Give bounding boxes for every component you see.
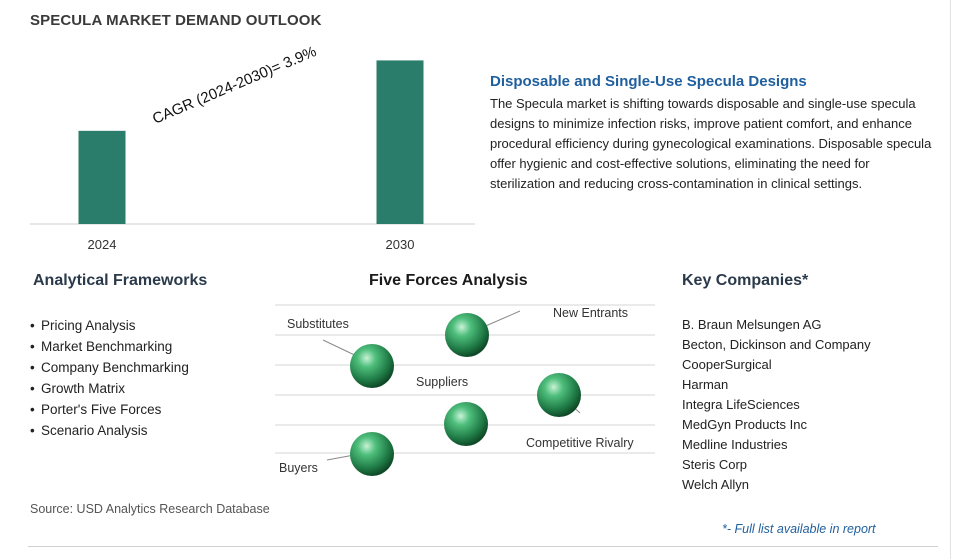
framework-item: Growth Matrix <box>30 378 189 399</box>
force-label-suppliers: Suppliers <box>416 375 468 389</box>
company-item: MedGyn Products Inc <box>682 417 807 432</box>
force-label-new-entrants: New Entrants <box>553 306 628 320</box>
company-item: Harman <box>682 377 729 392</box>
framework-item: Market Benchmarking <box>30 336 189 357</box>
five-forces-diagram: New Entrants Substitutes Suppliers Compe… <box>275 304 655 476</box>
company-item: Becton, Dickinson and Company <box>682 337 871 352</box>
force-sphere-buyers <box>350 432 394 476</box>
company-item: Integra LifeSciences <box>682 397 800 412</box>
source-note: Source: USD Analytics Research Database <box>30 502 270 516</box>
force-sphere-competitive-rivalry <box>537 373 581 417</box>
x-tick-label-2024: 2024 <box>88 237 117 252</box>
highlight-text: The Specula market is shifting towards d… <box>490 96 932 191</box>
companies-title: Key Companies* <box>682 272 809 289</box>
framework-item: Company Benchmarking <box>30 357 189 378</box>
bar-2024 <box>78 130 126 224</box>
frameworks-list: Pricing Analysis Market Benchmarking Com… <box>30 315 189 441</box>
force-sphere-new-entrants <box>445 313 489 357</box>
divider <box>950 0 951 559</box>
five-forces-title: Five Forces Analysis <box>369 272 528 289</box>
company-item: Welch Allyn <box>682 477 749 492</box>
framework-item: Pricing Analysis <box>30 315 189 336</box>
page-title: SPECULA MARKET DEMAND OUTLOOK <box>30 12 322 29</box>
force-label-buyers: Buyers <box>279 461 318 475</box>
framework-item: Scenario Analysis <box>30 420 189 441</box>
company-item: B. Braun Melsungen AG <box>682 317 822 332</box>
force-sphere-substitutes <box>350 344 394 388</box>
footnote: *- Full list available in report <box>722 522 876 536</box>
framework-item: Porter's Five Forces <box>30 399 189 420</box>
x-tick-label-2030: 2030 <box>386 237 415 252</box>
companies-list: B. Braun Melsungen AG Becton, Dickinson … <box>682 315 871 495</box>
bar-chart: 2024 2030 <box>30 60 475 252</box>
force-label-substitutes: Substitutes <box>287 317 349 331</box>
highlight-title: Disposable and Single-Use Specula Design… <box>490 73 807 90</box>
company-item: Steris Corp <box>682 457 748 472</box>
force-sphere-suppliers <box>444 402 488 446</box>
divider <box>28 546 938 547</box>
frameworks-title: Analytical Frameworks <box>33 272 208 289</box>
force-label-competitive-rivalry: Competitive Rivalry <box>526 436 634 450</box>
bar-2030 <box>376 60 424 225</box>
company-item: Medline Industries <box>682 437 788 452</box>
company-item: CooperSurgical <box>682 357 772 372</box>
